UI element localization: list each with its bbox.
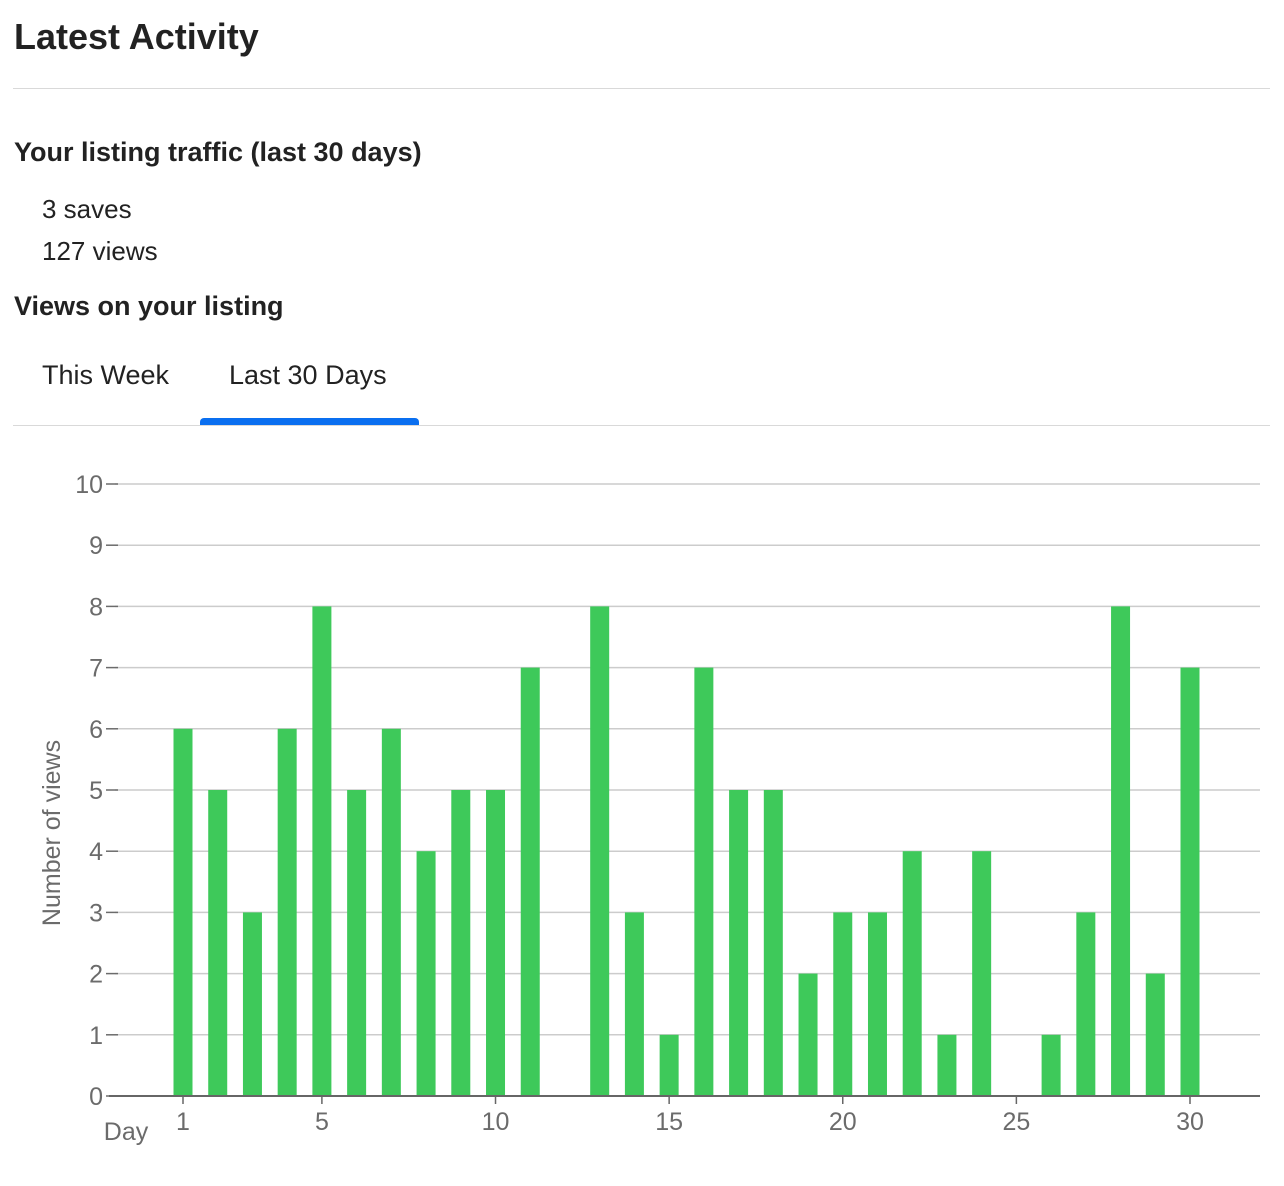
bar-day-5	[312, 606, 332, 1096]
bar-day-14	[624, 912, 644, 1096]
bar-day-4	[277, 728, 297, 1096]
x-tick-label: 5	[315, 1108, 329, 1136]
y-tick-label: 0	[89, 1083, 103, 1111]
bar-day-18	[763, 790, 783, 1096]
bar-day-22	[902, 851, 922, 1096]
y-tick-label: 1	[89, 1022, 103, 1050]
header-divider	[13, 88, 1270, 89]
bar-day-26	[1041, 1034, 1061, 1096]
bar-day-10	[486, 790, 506, 1096]
traffic-heading: Your listing traffic (last 30 days)	[14, 137, 422, 167]
bar-day-17	[729, 790, 749, 1096]
bar-day-8	[416, 851, 436, 1096]
page-title: Latest Activity	[14, 16, 259, 57]
bar-day-7	[381, 728, 401, 1096]
x-tick-label: 20	[829, 1108, 857, 1136]
bar-day-13	[590, 606, 610, 1096]
y-tick-label: 9	[89, 532, 103, 560]
bar-day-27	[1076, 912, 1096, 1096]
tabs-divider	[13, 425, 1270, 426]
bar-day-16	[694, 667, 714, 1096]
saves-count: 3 saves	[42, 194, 132, 224]
views-heading: Views on your listing	[14, 291, 284, 321]
x-tick-label: 25	[1002, 1108, 1030, 1136]
views-count: 127 views	[42, 236, 158, 266]
bar-day-24	[972, 851, 992, 1096]
y-tick-label: 10	[75, 471, 103, 499]
x-axis-label: Day	[104, 1118, 149, 1146]
selected-tab-indicator	[200, 418, 419, 425]
bar-day-9	[451, 790, 471, 1096]
bar-day-11	[520, 667, 540, 1096]
x-tick-label: 15	[655, 1108, 683, 1136]
x-tick-label: 10	[482, 1108, 510, 1136]
y-tick-label: 5	[89, 777, 103, 805]
y-tick-label: 7	[89, 655, 103, 683]
y-axis-label: Number of views	[38, 740, 66, 926]
bar-day-1	[173, 728, 193, 1096]
bar-day-6	[347, 790, 367, 1096]
bar-day-28	[1111, 606, 1131, 1096]
y-tick-label: 2	[89, 961, 103, 989]
x-tick-label: 1	[176, 1108, 190, 1136]
bar-day-2	[208, 790, 228, 1096]
bar-day-3	[242, 912, 262, 1096]
tab-this-week[interactable]: This Week	[42, 360, 170, 390]
y-tick-label: 3	[89, 899, 103, 927]
bar-day-29	[1145, 973, 1165, 1096]
bar-day-15	[659, 1034, 679, 1096]
bar-day-21	[867, 912, 887, 1096]
tab-last-30-days[interactable]: Last 30 Days	[229, 360, 387, 390]
bar-day-23	[937, 1034, 957, 1096]
y-tick-label: 4	[89, 838, 103, 866]
bar-day-19	[798, 973, 818, 1096]
chart-range-tabs: This Week Last 30 Days	[0, 350, 1284, 426]
x-tick-label: 30	[1176, 1108, 1204, 1136]
y-tick-label: 6	[89, 716, 103, 744]
bar-day-20	[833, 912, 853, 1096]
bar-day-30	[1180, 667, 1200, 1096]
y-tick-label: 8	[89, 593, 103, 621]
